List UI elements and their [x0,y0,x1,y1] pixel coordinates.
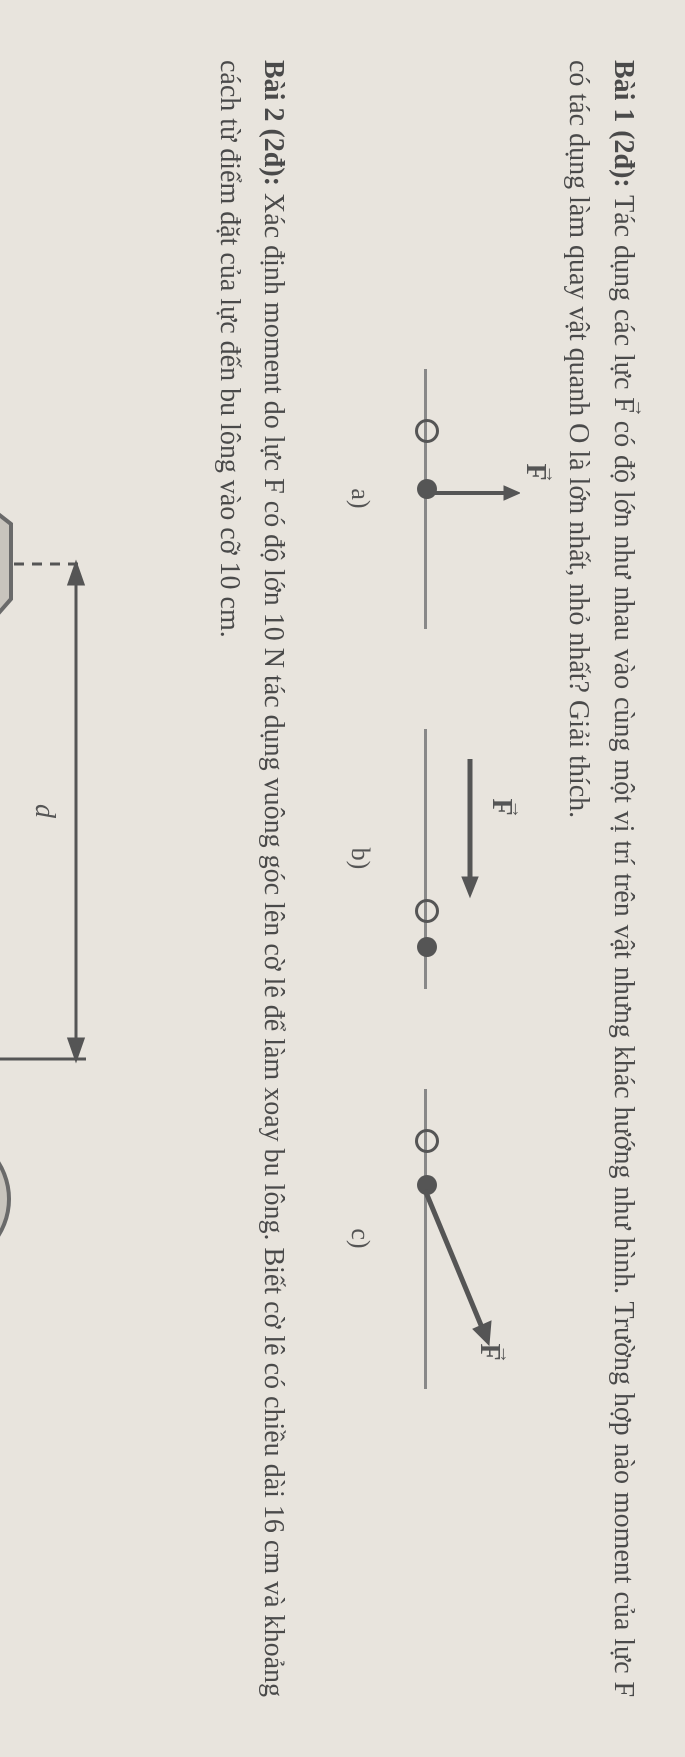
force-label-b: F [485,799,517,816]
wrench-svg: d [0,429,176,1329]
force-vector-symbol: F [600,397,645,413]
force-label-c: F [473,1344,505,1361]
problem-2-body: Xác định moment do lực F có độ lớn 10 N … [214,60,290,1697]
figure-b-arrow [460,759,480,899]
wrench-body [0,489,11,1267]
figure-b-point [417,937,437,957]
figure-b-force-label: F [485,799,517,816]
problem-1-title: Bài 1 (2đ): [608,60,639,188]
figure-c-arrow [417,1185,497,1355]
figure-c: F c) [345,1129,515,1349]
wrench-figure: d [0,60,176,1697]
figure-a-arrow [430,483,520,503]
figure-a-body: F [395,409,515,589]
figure-a-label: a) [345,488,375,508]
figure-b-body: F [395,769,515,949]
problem-1: Bài 1 (2đ): Tác dụng các lực F có độ lớn… [345,60,645,1697]
figure-a-pivot [415,419,439,443]
problem-2-text: Bài 2 (2đ): Xác định moment do lực F có … [206,60,296,1697]
force-label-a: F [519,464,551,481]
figure-c-body: F [395,1129,515,1349]
problem-2: Bài 2 (2đ): Xác định moment do lực F có … [0,60,295,1697]
problem-2-title: Bài 2 (2đ): [258,60,289,186]
figure-a-force-label: F [519,464,551,481]
figure-a: F a) [345,409,515,589]
dim-d-label: d [29,804,60,819]
page-scan: Bài 1 (2đ): Tác dụng các lực F có độ lớn… [0,0,685,1757]
problem-1-text: Bài 1 (2đ): Tác dụng các lực F có độ lớn… [555,60,645,1697]
figure-b-pivot [415,899,439,923]
figure-b-label: b) [345,848,375,870]
figure-c-label: c) [345,1228,375,1248]
problem-1-figures: F a) F b) [345,60,515,1697]
figure-a-axis [424,369,427,629]
figure-c-force-label: F [473,1344,505,1361]
figure-b: F b) [345,769,515,949]
figure-c-pivot [415,1129,439,1153]
problem-1-text-part1: Tác dụng các lực [608,195,639,397]
